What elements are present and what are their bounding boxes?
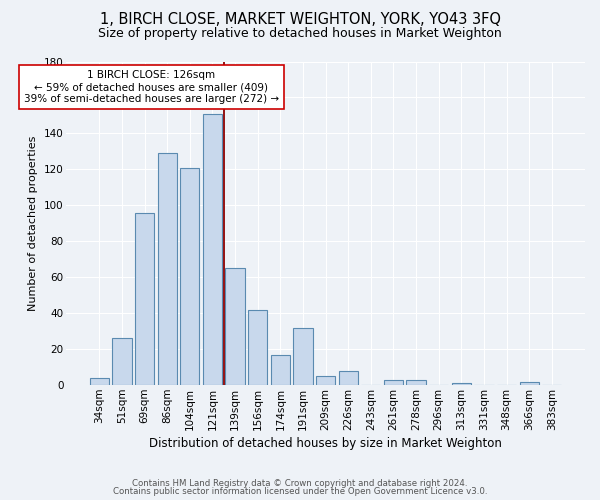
Text: 1 BIRCH CLOSE: 126sqm
← 59% of detached houses are smaller (409)
39% of semi-det: 1 BIRCH CLOSE: 126sqm ← 59% of detached … [24,70,279,104]
Text: 1, BIRCH CLOSE, MARKET WEIGHTON, YORK, YO43 3FQ: 1, BIRCH CLOSE, MARKET WEIGHTON, YORK, Y… [100,12,500,28]
Bar [180,168,199,385]
Bar [158,153,177,385]
Text: Contains HM Land Registry data © Crown copyright and database right 2024.: Contains HM Land Registry data © Crown c… [132,478,468,488]
X-axis label: Distribution of detached houses by size in Market Weighton: Distribution of detached houses by size … [149,437,502,450]
Text: Contains public sector information licensed under the Open Government Licence v3: Contains public sector information licen… [113,487,487,496]
Bar [203,114,222,385]
Bar [338,371,358,385]
Text: Size of property relative to detached houses in Market Weighton: Size of property relative to detached ho… [98,28,502,40]
Bar [90,378,109,385]
Bar [226,268,245,385]
Bar [271,354,290,385]
Bar [248,310,268,385]
Bar [135,212,154,385]
Y-axis label: Number of detached properties: Number of detached properties [28,136,38,311]
Bar [112,338,131,385]
Bar [520,382,539,385]
Bar [452,384,471,385]
Bar [406,380,425,385]
Bar [293,328,313,385]
Bar [316,376,335,385]
Bar [384,380,403,385]
